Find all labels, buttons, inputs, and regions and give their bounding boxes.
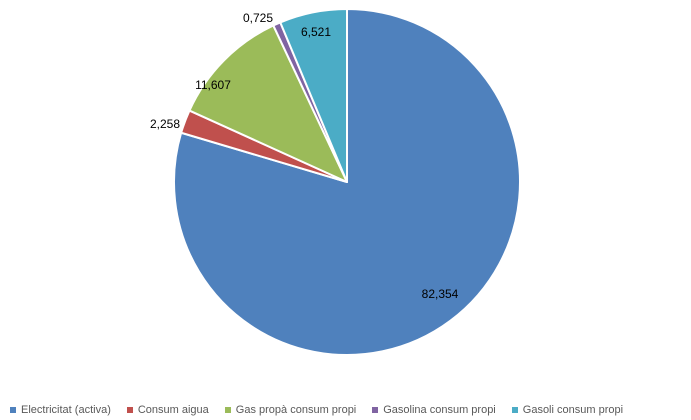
legend-label-electricitat: Electricitat (activa) xyxy=(21,404,111,416)
legend-label-gasolina: Gasolina consum propi xyxy=(383,404,496,416)
legend-label-gas-propa: Gas propà consum propi xyxy=(235,404,357,416)
legend-label-consum-aigua: Consum aigua xyxy=(137,404,209,416)
legend-swatch-gasolina xyxy=(372,407,379,413)
legend-swatch-electricitat xyxy=(10,407,16,413)
chart-legend: Electricitat (activa) Consum aigua Gas p… xyxy=(10,402,686,418)
data-label-3: 0,725 xyxy=(243,11,273,25)
data-label-4: 6,521 xyxy=(301,25,331,39)
legend-item-gasoli: Gasoli consum propi xyxy=(511,404,624,416)
pie-slice-4 xyxy=(279,8,348,183)
legend-item-electricitat: Electricitat (activa) xyxy=(10,404,111,416)
data-label-0: 82,354 xyxy=(422,287,459,301)
pie-slices xyxy=(173,8,521,356)
legend-item-gasolina: Gasolina consum propi xyxy=(372,404,496,416)
legend-item-gas-propa: Gas propà consum propi xyxy=(224,404,357,416)
legend-item-consum-aigua: Consum aigua xyxy=(126,404,209,416)
legend-swatch-gas-propa xyxy=(224,407,231,413)
pie-slice-2 xyxy=(188,24,348,183)
legend-swatch-consum-aigua xyxy=(126,407,133,413)
data-label-2: 11,607 xyxy=(195,78,231,92)
legend-swatch-gasoli xyxy=(511,407,518,413)
data-label-1: 2,258 xyxy=(150,117,180,131)
pie-data-labels: 82,354 2,258 11,607 0,725 6,521 xyxy=(150,11,459,301)
legend-label-gasoli: Gasoli consum propi xyxy=(522,404,624,416)
